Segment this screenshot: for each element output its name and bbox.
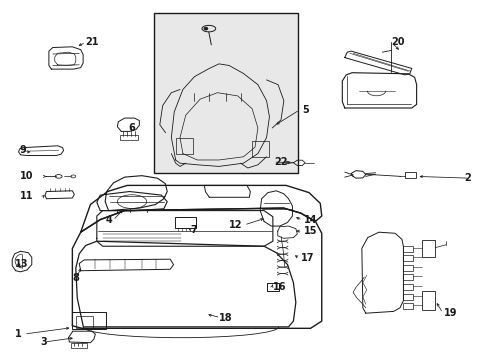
Text: 18: 18 <box>219 312 232 323</box>
Bar <box>403 274 412 280</box>
Bar <box>175 138 193 154</box>
Text: 5: 5 <box>302 105 308 115</box>
Bar <box>266 283 278 291</box>
Text: 22: 22 <box>273 157 287 167</box>
Text: 3: 3 <box>40 337 47 347</box>
Bar <box>154 13 298 173</box>
Bar <box>76 316 93 328</box>
Bar <box>421 240 434 257</box>
Bar <box>403 294 412 300</box>
Bar <box>252 141 269 157</box>
Text: 11: 11 <box>20 191 33 201</box>
Text: 20: 20 <box>390 37 404 48</box>
Text: 21: 21 <box>85 37 99 48</box>
Text: 2: 2 <box>464 173 470 183</box>
Text: 19: 19 <box>443 308 457 318</box>
Text: 4: 4 <box>105 215 112 225</box>
Text: 9: 9 <box>20 145 26 156</box>
Text: 6: 6 <box>128 123 135 133</box>
Text: 16: 16 <box>272 282 286 292</box>
Bar <box>403 284 412 290</box>
Bar <box>120 135 138 140</box>
Bar <box>403 255 412 261</box>
Circle shape <box>203 27 207 30</box>
Bar <box>71 343 86 348</box>
Text: 15: 15 <box>304 226 317 236</box>
Bar <box>72 312 105 329</box>
Bar <box>403 303 412 309</box>
Text: 12: 12 <box>228 220 242 230</box>
Text: 13: 13 <box>15 258 28 269</box>
Text: 14: 14 <box>304 215 317 225</box>
Text: 17: 17 <box>300 253 314 264</box>
Bar <box>175 217 195 228</box>
Text: 10: 10 <box>20 171 33 181</box>
Bar <box>421 291 434 310</box>
Bar <box>404 172 415 178</box>
Bar <box>403 246 412 252</box>
Text: 7: 7 <box>190 225 197 235</box>
Text: 8: 8 <box>72 273 79 283</box>
Text: 1: 1 <box>15 329 21 339</box>
Bar <box>403 265 412 271</box>
